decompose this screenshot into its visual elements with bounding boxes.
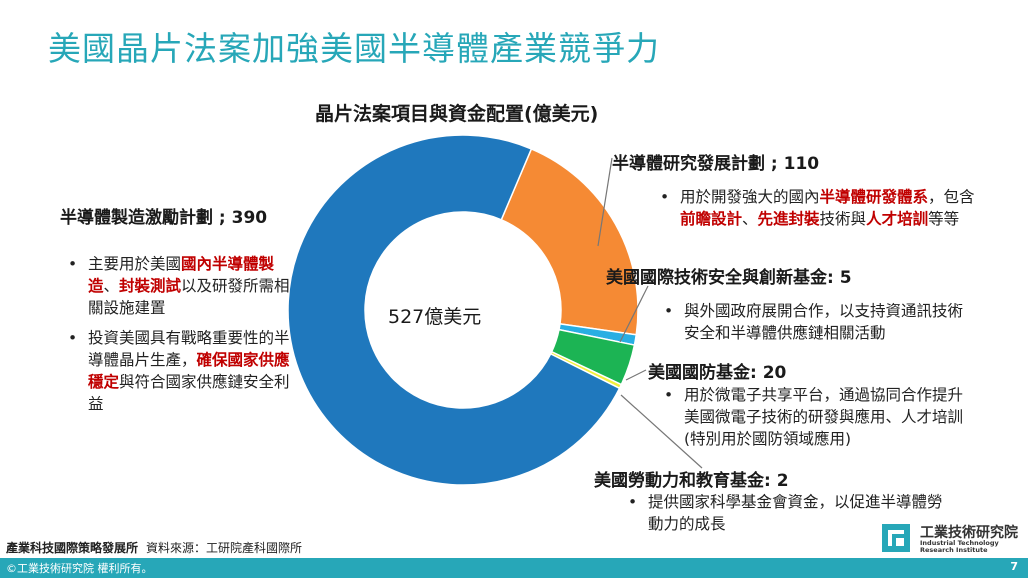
logo-name-en: Industrial Technology Research Institute — [920, 539, 999, 554]
itri-logo: 工業技術研究院 Industrial Technology Research In… — [880, 520, 1020, 556]
bullet-icon: • — [664, 302, 674, 320]
bullet-icon: • — [660, 188, 670, 206]
desc-manufacturing: • 主要用於美國國內半導體製造、封裝測試以及研發所需相關設施建置 • 投資美國具… — [68, 253, 294, 415]
desc-defense: • 用於微電子共享平台，通過協同合作提升美國微電子技術的研發與應用、人才培訓 (… — [664, 384, 976, 450]
bullet-icon: • — [628, 493, 638, 511]
leader-line-defense — [625, 369, 647, 381]
logo-name-zh: 工業技術研究院 — [920, 525, 1018, 541]
bullet-icon: • — [68, 255, 78, 273]
itri-logo-icon — [882, 524, 910, 552]
footer-source: 產業科技國際策略發展所 資料來源：工研院產科國際所 — [6, 539, 302, 556]
label-manufacturing: 半導體製造激勵計劃 ; 390 — [60, 208, 268, 228]
desc-security-item: • 與外國政府展開合作，以支持資通訊技術安全和半導體供應鏈相關活動 — [664, 302, 964, 342]
desc-manufacturing-item-1: • 主要用於美國國內半導體製造、封裝測試以及研發所需相關設施建置 — [68, 255, 290, 317]
desc-rnd: • 用於開發強大的國內半導體研發體系，包含前瞻設計、先進封裝技術與人才培訓等等 — [660, 186, 978, 230]
footer-band — [0, 558, 1028, 578]
bullet-icon: • — [664, 386, 674, 404]
label-rnd: 半導體研究發展計劃 ; 110 — [612, 154, 820, 174]
donut-slice-4 — [287, 134, 621, 486]
leader-line-workforce — [620, 394, 703, 469]
desc-workforce-item: • 提供國家科學基金會資金，以促進半導體勞動力的成長 — [628, 493, 943, 533]
leader-line-rnd — [597, 157, 613, 247]
footer-copyright: ©工業技術研究院 權利所有。 — [6, 562, 153, 575]
page-number: 7 — [1010, 560, 1018, 573]
desc-rnd-item: • 用於開發強大的國內半導體研發體系，包含前瞻設計、先進封裝技術與人才培訓等等 — [660, 188, 975, 228]
footer-org: 產業科技國際策略發展所 — [6, 541, 139, 555]
bullet-icon: • — [68, 329, 78, 347]
desc-security: • 與外國政府展開合作，以支持資通訊技術安全和半導體供應鏈相關活動 — [664, 300, 974, 344]
desc-defense-item: • 用於微電子共享平台，通過協同合作提升美國微電子技術的研發與應用、人才培訓 (… — [664, 386, 964, 448]
label-defense: 美國國防基金: 20 — [648, 363, 787, 383]
desc-manufacturing-item-2: • 投資美國具有戰略重要性的半導體晶片生產，確保國家供應穩定與符合國家供應鏈安全… — [68, 329, 290, 413]
chart-title: 晶片法案項目與資金配置(億美元) — [315, 103, 599, 125]
donut-center-total: 527億美元 — [388, 306, 482, 328]
footer-source-text: 資料來源：工研院產科國際所 — [146, 541, 303, 555]
leader-line-security — [619, 285, 649, 343]
label-security: 美國國際技術安全與創新基金: 5 — [606, 268, 852, 288]
label-workforce: 美國勞動力和教育基金: 2 — [594, 471, 789, 491]
donut-slice-0 — [500, 147, 639, 336]
desc-workforce: • 提供國家科學基金會資金，以促進半導體勞動力的成長 — [628, 491, 948, 535]
page-title: 美國晶片法案加強美國半導體產業競爭力 — [48, 29, 660, 68]
